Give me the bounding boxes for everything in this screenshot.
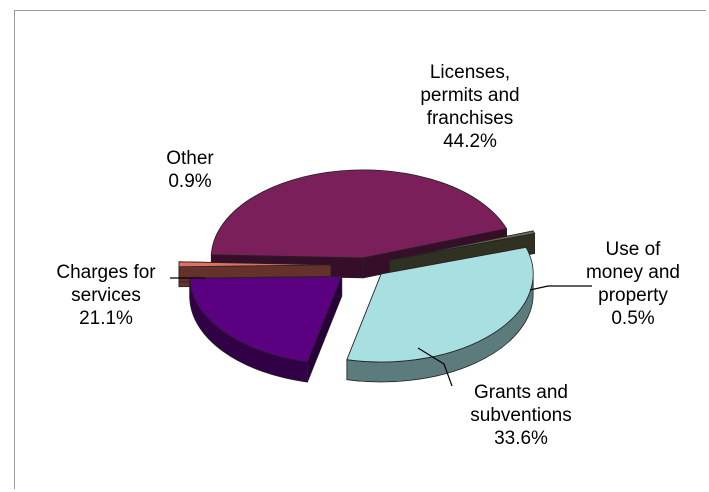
category-label: permits and: [420, 85, 519, 106]
category-label: Charges for: [56, 262, 156, 283]
slice-top: [210, 169, 508, 259]
category-label: Use of: [606, 239, 662, 260]
leader-line: [529, 285, 592, 291]
data-label: Charges for services 21.1%: [56, 262, 156, 329]
slice-charges-for-services: [189, 275, 343, 383]
data-label: Licenses, permits and franchises 44.2%: [420, 62, 519, 152]
leader-line: [417, 347, 453, 387]
value-label: 44.2%: [443, 131, 497, 152]
category-label: franchises: [427, 108, 514, 129]
category-label: Licenses,: [430, 62, 510, 83]
pie-slices: [178, 169, 536, 383]
category-label: Grants and: [474, 382, 568, 403]
slice-grants-and-subventions: [346, 246, 534, 383]
category-label: Other: [166, 148, 214, 169]
category-label: money and: [586, 262, 680, 283]
slice-top: [178, 261, 332, 268]
value-label: 0.9%: [168, 171, 211, 192]
slice-top: [389, 230, 536, 261]
data-label: Grants and subventions 33.6%: [470, 382, 571, 449]
slice-labels: Licenses, permits and franchises 44.2% Use o…: [56, 62, 680, 449]
chart-frame: [14, 10, 706, 489]
value-label: 33.6%: [494, 428, 548, 449]
category-label: property: [598, 285, 668, 306]
slice-top: [189, 275, 343, 363]
value-label: 21.1%: [79, 308, 133, 329]
category-label: subventions: [470, 405, 571, 426]
value-label: 0.5%: [611, 308, 654, 329]
slice-top: [346, 246, 534, 363]
category-label: services: [71, 285, 141, 306]
data-label: Other 0.9%: [166, 148, 214, 192]
leader-lines: [170, 277, 592, 387]
data-label: Use of money and property 0.5%: [586, 239, 680, 329]
